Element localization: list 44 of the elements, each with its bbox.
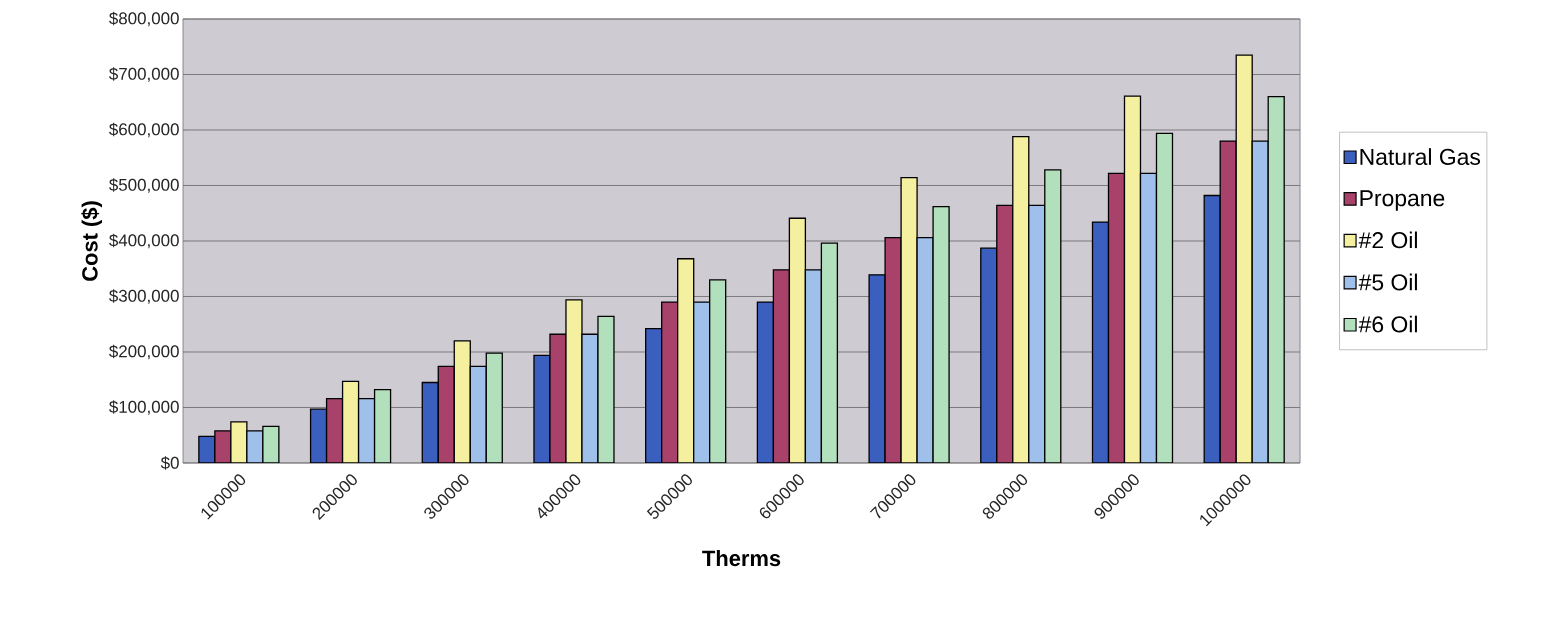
bar bbox=[661, 301, 679, 463]
bar bbox=[1139, 172, 1158, 463]
y-tick-label: $500,000 bbox=[109, 178, 179, 193]
bar bbox=[804, 269, 823, 463]
bar bbox=[1028, 204, 1046, 463]
y-tick-label: $600,000 bbox=[109, 122, 179, 138]
bar bbox=[1123, 95, 1142, 463]
bar bbox=[1203, 194, 1221, 463]
bar bbox=[357, 397, 376, 463]
bar bbox=[756, 301, 775, 463]
bar bbox=[469, 365, 487, 463]
bar bbox=[1107, 172, 1126, 463]
legend-label: #6 Oil bbox=[1358, 315, 1417, 333]
y-tick-label: $200,000 bbox=[109, 344, 179, 360]
legend-label: Natural Gas bbox=[1360, 148, 1481, 166]
y-axis-title: Cost ($) bbox=[81, 201, 103, 281]
bar bbox=[421, 381, 439, 463]
bar bbox=[677, 258, 695, 463]
bar bbox=[980, 247, 998, 463]
bar bbox=[325, 397, 344, 463]
y-tick-label: $400,000 bbox=[109, 233, 179, 249]
bar bbox=[788, 217, 807, 463]
y-tick-label: $100,000 bbox=[109, 400, 179, 415]
y-tick-label: $300,000 bbox=[109, 289, 179, 304]
bar bbox=[1235, 54, 1253, 463]
bar bbox=[1219, 140, 1237, 463]
bar bbox=[693, 301, 711, 463]
bar bbox=[1012, 136, 1030, 463]
legend-label: #5 Oil bbox=[1358, 273, 1417, 291]
bar bbox=[645, 328, 663, 463]
bar bbox=[1251, 140, 1269, 463]
bar bbox=[309, 408, 328, 463]
bar bbox=[341, 380, 360, 463]
y-tick-label: $700,000 bbox=[109, 67, 179, 82]
y-tick-label: $800,000 bbox=[109, 11, 179, 27]
legend-label: Propane bbox=[1360, 190, 1445, 211]
bar bbox=[453, 340, 471, 463]
bar bbox=[1091, 221, 1110, 463]
legend-label: #2 Oil bbox=[1358, 231, 1417, 249]
y-tick-label: $0 bbox=[160, 456, 179, 470]
bar bbox=[437, 365, 455, 463]
bar bbox=[996, 204, 1014, 463]
x-axis-title: Therms bbox=[702, 550, 781, 567]
bar bbox=[772, 269, 791, 463]
